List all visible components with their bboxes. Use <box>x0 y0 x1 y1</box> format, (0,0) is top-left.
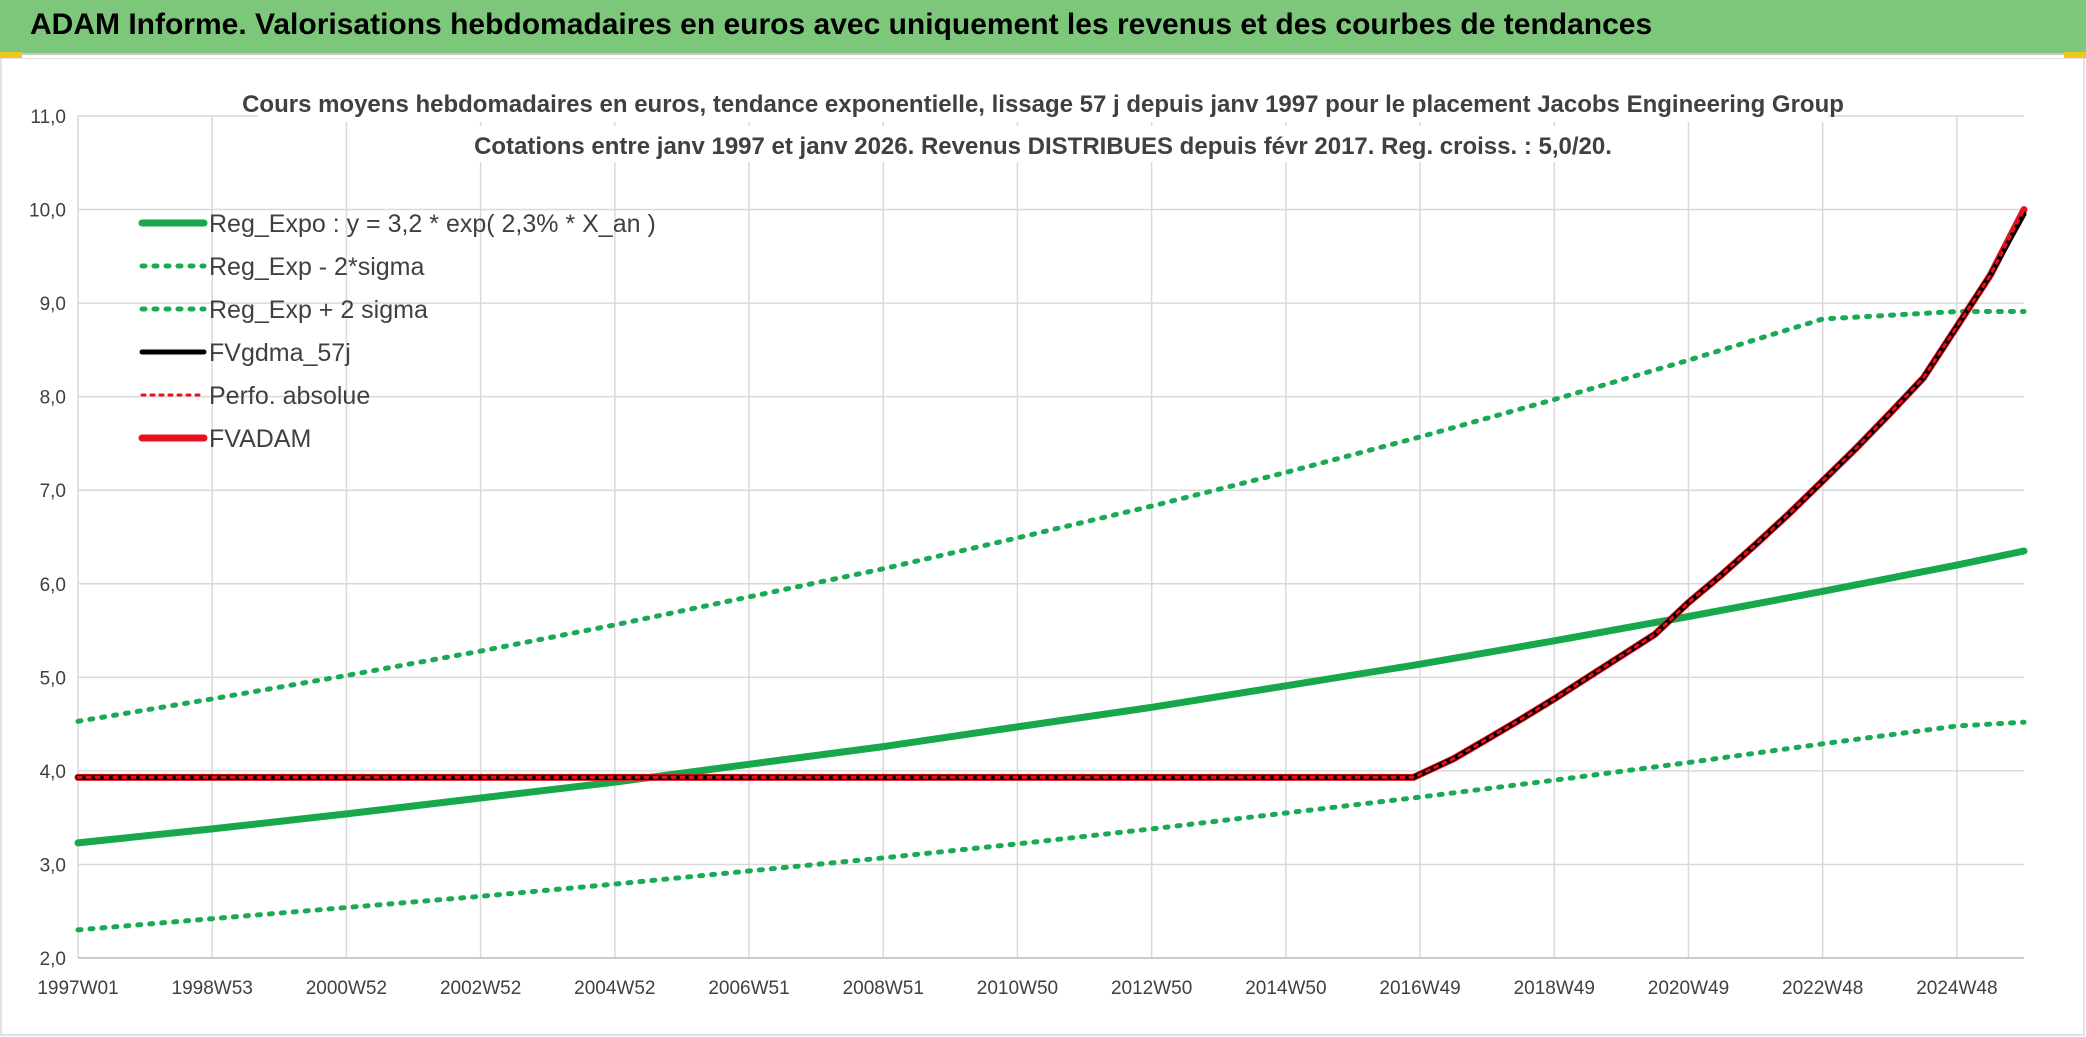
x-tick-label: 2024W48 <box>1916 978 1997 999</box>
series-reg-expo <box>74 547 2028 847</box>
chart-area: 2,0 3,0 4,0 5,0 6,0 7,0 8,0 9,0 10,0 11,0 1997W01 1… <box>0 58 2086 1037</box>
line-chart: 2,0 3,0 4,0 5,0 6,0 7,0 8,0 9,0 10,0 11,0 1997W01 1… <box>0 58 2085 1036</box>
x-tick-label: 2016W49 <box>1379 978 1460 999</box>
x-tick-label: 2014W50 <box>1245 978 1326 999</box>
x-tick-label: 2008W51 <box>843 978 924 999</box>
x-tick-label: 2002W52 <box>440 978 521 999</box>
x-tick-label: 1998W53 <box>172 978 253 999</box>
x-tick-label: 2020W49 <box>1648 978 1729 999</box>
x-tick-label: 1997W01 <box>37 978 118 999</box>
report-title: ADAM Informe. Valorisations hebdomadaire… <box>30 8 1653 41</box>
legend-label: Reg_Expo : y = 3,2 * exp( 2,3% * X_an ) <box>209 210 656 238</box>
y-tick-label: 8,0 <box>40 388 66 409</box>
x-tick-label: 2012W50 <box>1111 978 1192 999</box>
y-tick-label: 11,0 <box>30 107 66 128</box>
y-tick-label: 9,0 <box>40 294 66 315</box>
x-tick-label: 2000W52 <box>306 978 387 999</box>
series-reg-plus-2sigma <box>75 309 2027 724</box>
legend-label: FVgdma_57j <box>209 339 351 367</box>
chart-titles: Cours moyens hebdomadaires en euros, ten… <box>242 86 1844 162</box>
x-tick-label: 2010W50 <box>977 978 1058 999</box>
corner-accent-right <box>2064 52 2086 58</box>
legend-label: Perfo. absolue <box>209 382 370 410</box>
y-tick-label: 6,0 <box>40 575 66 596</box>
axis-ticks: 2,0 3,0 4,0 5,0 6,0 7,0 8,0 9,0 10,0 11,0 1997W01 1… <box>29 107 1998 999</box>
x-tick-label: 2018W49 <box>1514 978 1595 999</box>
chart-subtitle: Cotations entre janv 1997 et janv 2026. … <box>474 133 1612 160</box>
subtitle-background <box>478 126 1608 162</box>
x-tick-label: 2022W48 <box>1782 978 1863 999</box>
y-tick-label: 10,0 <box>29 201 66 222</box>
y-tick-label: 2,0 <box>40 949 66 970</box>
series-reg-minus-2sigma <box>75 719 2027 933</box>
y-tick-label: 7,0 <box>40 481 66 502</box>
chart-border <box>0 58 2085 1036</box>
series-lines <box>74 206 2028 933</box>
report-banner: ADAM Informe. Valorisations hebdomadaire… <box>0 0 2086 55</box>
x-tick-label: 2006W51 <box>708 978 789 999</box>
y-tick-label: 3,0 <box>40 855 66 876</box>
x-tick-label: 2004W52 <box>574 978 655 999</box>
legend-label: Reg_Exp + 2 sigma <box>209 296 428 324</box>
series-perfo-absolue <box>76 208 2026 779</box>
chart-title: Cours moyens hebdomadaires en euros, ten… <box>242 91 1844 118</box>
y-tick-label: 4,0 <box>40 762 66 783</box>
legend-label: Reg_Exp - 2*sigma <box>209 253 424 281</box>
title-background <box>258 86 1828 122</box>
legend-label: FVADAM <box>209 425 311 453</box>
y-tick-label: 5,0 <box>40 668 66 689</box>
legend: Reg_Expo : y = 3,2 * exp( 2,3% * X_an ) R… <box>138 210 656 453</box>
corner-accent-left <box>0 52 22 58</box>
